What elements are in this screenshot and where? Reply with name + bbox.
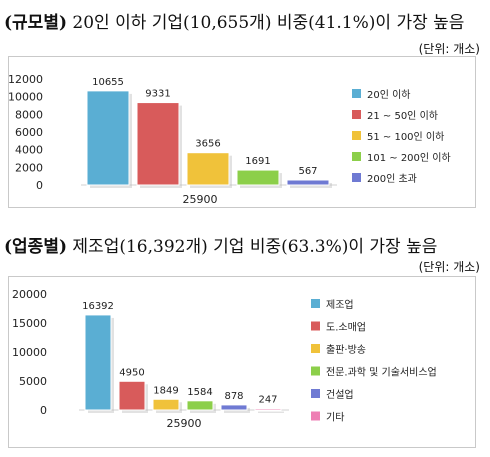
chart1-data-label: 1691 [245,156,270,167]
chart1-ytick-label: 10000 [9,91,43,104]
section1-heading-text: 20인 이하 기업(10,655개) 비중(41.1%)이 가장 높음 [67,13,465,33]
chart2-bar [84,314,112,411]
chart2-ytick-label: 10000 [12,346,47,359]
chart1-total-label: 25900 [183,193,218,206]
chart1-ytick-label: 4000 [15,144,43,157]
chart1-legend-swatch [352,152,361,161]
chart1-ytick-label: 12000 [9,73,43,86]
chart1-bar [286,179,330,186]
chart1-bar [236,169,280,186]
chart1-data-label: 9331 [145,89,170,100]
chart2-legend-label: 기타 [326,412,344,424]
chart2-legend-swatch [311,366,320,376]
chart1-legend-label: 21 ~ 50인 이하 [367,109,438,122]
chart1-legend-label: 101 ~ 200인 이하 [367,151,451,164]
chart2-bar [152,398,180,411]
chart2-total-label: 25900 [167,417,202,430]
chart2-data-label: 16392 [82,301,114,312]
chart2-legend-label: 출판·방송 [326,344,366,356]
chart2-legend-swatch [311,389,320,398]
chart2-data-label: 1849 [153,385,178,396]
chart1-svg: 0 2000 4000 6000 8000 10000 12000 10655 9331 3656… [8,73,451,206]
chart2-legend-label: 도.소매업 [326,321,366,334]
chart2-bar-shadow [258,411,284,413]
chart2-legend-label: 제조업 [326,298,354,311]
chart2-bar [118,380,146,411]
chart2-data-label: 878 [224,391,243,402]
chart1-bar [136,102,180,186]
chart2-data-label: 247 [258,395,277,406]
section1-heading: (규모별) 20인 이하 기업(10,655개) 비중(41.1%)이 가장 높… [4,8,464,33]
chart1-ytick-label: 6000 [15,126,43,139]
chart2-ytick-label: 5000 [19,375,47,388]
chart2-data-label: 4950 [119,367,144,378]
chart1-data-label: 567 [298,166,317,177]
chart2-panel: 0 5000 10000 15000 20000 16392 4950 1849 1584 878… [8,276,476,448]
chart1-legend-swatch [352,173,361,182]
chart1-legend-label: 51 ~ 100인 이하 [367,130,444,143]
chart2-legend-label: 전문.과학 및 기술서비스업 [326,366,437,379]
chart2-bar [254,408,282,411]
chart2-data-label: 1584 [187,387,212,398]
chart1-bar [86,90,130,186]
chart2-bar [186,400,214,411]
section1-unit: (단위: 개소) [418,42,480,56]
chart1-legend-swatch [352,110,361,119]
chart2-legend-label: 건설업 [326,388,354,401]
chart1-data-label: 10655 [92,77,124,88]
chart2-svg: 0 5000 10000 15000 20000 16392 4950 1849 1584 878… [12,288,437,430]
chart1-legend-label: 200인 초과 [367,173,417,185]
section2-unit: (단위: 개소) [418,260,480,274]
chart1-ytick-label: 0 [36,179,43,192]
chart1-panel: 0 2000 4000 6000 8000 10000 12000 10655 9331 3656… [8,56,476,208]
chart1-ytick-label: 2000 [15,161,43,174]
section2-heading-text: 제조업(16,392개) 기업 비중(63.3%)이 가장 높음 [67,237,438,257]
chart2-legend-swatch [311,321,320,331]
chart2-ytick-label: 15000 [12,317,47,330]
chart1-legend-swatch [352,131,361,140]
section1-heading-lead: (규모별) [4,13,68,33]
section2-heading: (업종별) 제조업(16,392개) 기업 비중(63.3%)이 가장 높음 [4,232,437,257]
chart2-ytick-label: 0 [40,404,47,417]
chart2-legend-swatch [311,299,320,308]
chart2-legend-swatch [311,344,320,353]
section2-heading-lead: (업종별) [4,237,68,257]
chart2-bar [220,404,248,411]
chart1-bar [186,152,230,186]
chart1-legend-swatch [352,89,361,98]
chart1-ytick-label: 8000 [15,108,43,121]
chart2-legend-swatch [311,411,320,421]
chart1-legend-label: 20인 이하 [367,88,411,101]
chart2-ytick-label: 20000 [12,288,47,301]
chart1-data-label: 3656 [195,139,220,150]
